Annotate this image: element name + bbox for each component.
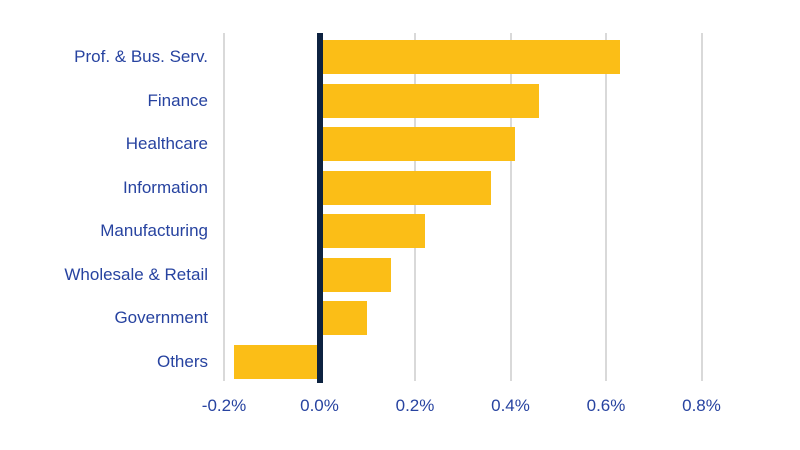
bar-others xyxy=(233,344,320,379)
category-label: Government xyxy=(114,308,208,327)
gridline xyxy=(509,33,512,381)
bar-information xyxy=(319,170,492,205)
gridline xyxy=(605,33,607,381)
x-tick-label: 0.2% xyxy=(395,396,435,415)
zero-baseline xyxy=(316,33,323,383)
x-tick-label: 0.4% xyxy=(491,396,530,415)
category-label: Information xyxy=(122,177,208,197)
category-label: Others xyxy=(156,351,208,371)
x-tick-label: -0.2% xyxy=(201,396,247,415)
category-label: Manufacturing xyxy=(100,221,208,240)
gridline xyxy=(414,33,416,381)
gridline xyxy=(223,33,225,381)
bar-finance xyxy=(319,83,540,118)
bar-manufacturing xyxy=(319,214,425,248)
x-tick-label: 0.6% xyxy=(586,396,626,415)
x-tick-label: 0.8% xyxy=(682,396,721,415)
bar-healthcare xyxy=(319,127,516,161)
bar-government xyxy=(319,301,368,335)
bar-prof-bus-serv xyxy=(319,40,621,74)
category-label: Healthcare xyxy=(125,134,208,153)
bar-wholesale-retail xyxy=(319,257,392,292)
gridline xyxy=(700,33,703,381)
category-label: Wholesale & Retail xyxy=(64,264,208,284)
category-label: Prof. & Bus. Serv. xyxy=(74,47,208,66)
x-tick-label: 0.0% xyxy=(300,396,339,415)
category-label: Finance xyxy=(147,90,208,110)
